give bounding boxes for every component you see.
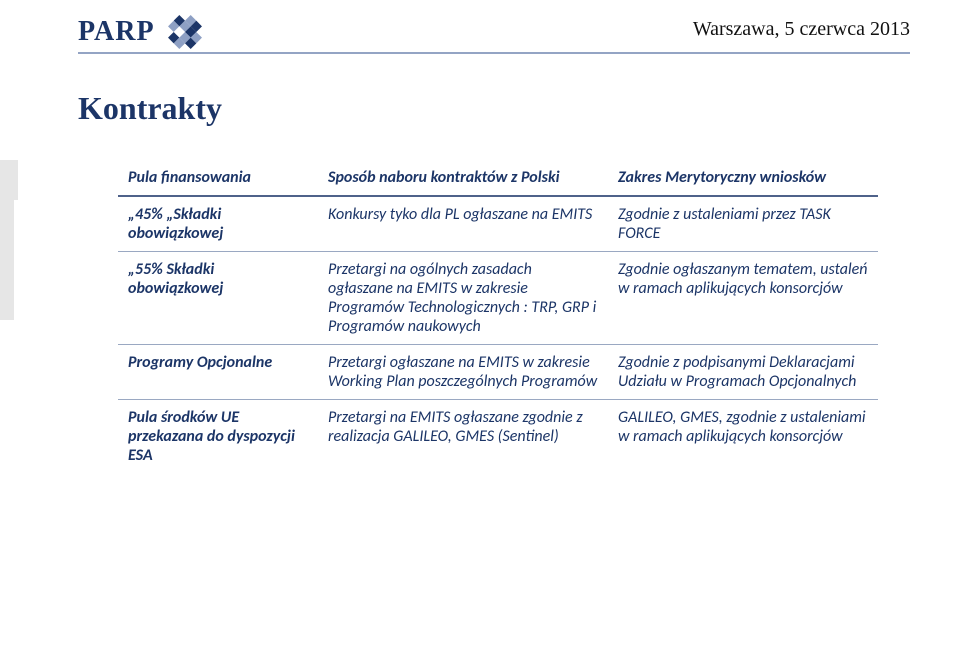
cell-funding: „55% Składki obowiązkowej <box>118 252 318 344</box>
col-header-scope: Zakres Merytoryczny wniosków <box>608 160 878 195</box>
slide: PARP <box>0 0 960 650</box>
side-stripe <box>0 160 18 360</box>
cell-scope: Zgodnie ogłaszanym tematem, ustaleń w ra… <box>608 252 878 344</box>
page-title: Kontrakty <box>78 90 222 127</box>
cell-scope: Zgodnie z podpisanymi Deklaracjami Udzia… <box>608 345 878 399</box>
col-header-funding: Pula finansowania <box>118 160 318 195</box>
cell-method: Przetargi na EMITS ogłaszane zgodnie z r… <box>318 400 608 473</box>
contracts-table: Pula finansowania Sposób naboru kontrakt… <box>118 160 878 473</box>
logo-mark-icon <box>163 10 207 54</box>
table-row: „55% Składki obowiązkowej Przetargi na o… <box>118 252 878 345</box>
header-rule <box>78 52 910 54</box>
logo-text: PARP <box>78 16 155 48</box>
cell-funding: „45% „Składki obowiązkowej <box>118 197 318 251</box>
cell-scope: GALILEO, GMES, zgodnie z ustaleniami w r… <box>608 400 878 473</box>
table-row: Pula środków UE przekazana do dyspozycji… <box>118 400 878 473</box>
cell-funding: Programy Opcjonalne <box>118 345 318 399</box>
cell-scope: Zgodnie z ustaleniami przez TASK FORCE <box>608 197 878 251</box>
logo: PARP <box>78 10 207 54</box>
cell-funding: Pula środków UE przekazana do dyspozycji… <box>118 400 318 473</box>
col-header-method: Sposób naboru kontraktów z Polski <box>318 160 608 195</box>
header-date: Warszawa, 5 czerwca 2013 <box>693 18 910 41</box>
cell-method: Konkursy tyko dla PL ogłaszane na EMITS <box>318 197 608 251</box>
table-row: Programy Opcjonalne Przetargi ogłaszane … <box>118 345 878 400</box>
cell-method: Przetargi na ogólnych zasadach ogłaszane… <box>318 252 608 344</box>
table-row: „45% „Składki obowiązkowej Konkursy tyko… <box>118 197 878 252</box>
header: PARP <box>0 0 960 70</box>
cell-method: Przetargi ogłaszane na EMITS w zakresie … <box>318 345 608 399</box>
table-header-row: Pula finansowania Sposób naboru kontrakt… <box>118 160 878 197</box>
